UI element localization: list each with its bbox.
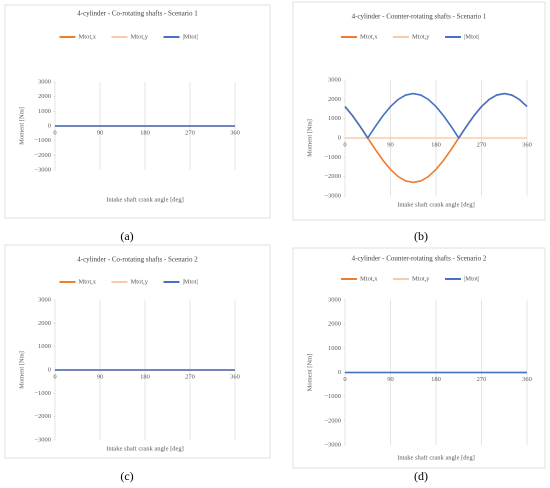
y-tick-label: 1000 — [38, 343, 51, 350]
y-tick-label: 0 — [48, 122, 51, 129]
y-tick-label: 0 — [338, 134, 341, 141]
x-tick-label: 90 — [387, 141, 394, 148]
panel-frame — [4, 4, 271, 219]
chart-title: 4-cylinder - Co-rotating shafts - Scenar… — [77, 256, 198, 264]
legend-label: |Mtot| — [183, 278, 198, 285]
y-tick-label: −1000 — [324, 393, 341, 400]
x-tick-label: 360 — [522, 141, 532, 148]
x-tick-label: 270 — [185, 373, 195, 380]
chart-title: 4-cylinder - Counter-rotating shafts - S… — [352, 255, 487, 263]
y-axis-label: Moment [Nm] — [18, 107, 25, 145]
x-tick-label: 0 — [343, 141, 346, 148]
legend-label: |Mtot| — [464, 275, 479, 282]
x-tick-label: 90 — [387, 376, 394, 383]
y-tick-label: 3000 — [328, 296, 341, 303]
y-tick-label: 1000 — [328, 115, 341, 122]
y-tick-label: 0 — [338, 369, 341, 376]
x-tick-label: 180 — [140, 373, 150, 380]
y-tick-label: 0 — [48, 366, 51, 373]
y-tick-label: −1000 — [34, 390, 51, 397]
chart-title: 4-cylinder - Counter-rotating shafts - S… — [352, 13, 487, 21]
y-tick-label: −1000 — [324, 154, 341, 161]
legend-label: Mtot,x — [79, 33, 97, 40]
y-tick-label: −2000 — [324, 417, 341, 424]
y-tick-label: 2000 — [38, 93, 51, 100]
legend-label: Mtot,y — [412, 33, 430, 40]
x-tick-label: 0 — [343, 376, 346, 383]
panel-label: (b) — [414, 229, 428, 243]
y-tick-label: 2000 — [328, 321, 341, 328]
panel-label: (d) — [414, 469, 428, 483]
y-axis-label: Moment [Nm] — [306, 119, 313, 157]
panel-frame — [292, 247, 546, 469]
x-tick-label: 180 — [431, 141, 441, 148]
panel-label: (a) — [120, 229, 133, 243]
legend-label: |Mtot| — [183, 33, 198, 40]
y-axis-label: Moment [Nm] — [306, 354, 313, 392]
legend-label: |Mtot| — [464, 33, 479, 40]
legend-label: Mtot,x — [360, 275, 378, 282]
y-tick-label: −2000 — [324, 173, 341, 180]
y-tick-label: −3000 — [34, 436, 51, 443]
y-tick-label: −3000 — [34, 166, 51, 173]
x-tick-label: 360 — [230, 129, 240, 136]
x-tick-label: 90 — [97, 373, 104, 380]
x-axis-label: Intake shaft crank angle [deg] — [106, 196, 184, 203]
x-tick-label: 180 — [140, 129, 150, 136]
x-axis-label: Intake shaft crank angle [deg] — [106, 445, 184, 452]
x-tick-label: 0 — [53, 129, 56, 136]
x-tick-label: 360 — [522, 376, 532, 383]
x-tick-label: 360 — [230, 373, 240, 380]
y-tick-label: 2000 — [328, 96, 341, 103]
chart-title: 4-cylinder - Co-rotating shafts - Scenar… — [77, 10, 198, 18]
panel-frame — [292, 1, 546, 221]
legend-label: Mtot,x — [79, 278, 97, 285]
y-tick-label: −3000 — [324, 192, 341, 199]
x-tick-label: 270 — [477, 376, 487, 383]
x-tick-label: 90 — [97, 129, 104, 136]
y-tick-label: −2000 — [34, 413, 51, 420]
y-tick-label: 1000 — [328, 345, 341, 352]
x-tick-label: 270 — [185, 129, 195, 136]
x-tick-label: 270 — [477, 141, 487, 148]
x-axis-label: Intake shaft crank angle [deg] — [397, 454, 475, 461]
y-tick-label: 3000 — [38, 78, 51, 85]
y-axis-label: Moment [Nm] — [18, 351, 25, 389]
y-tick-label: −3000 — [324, 441, 341, 448]
panel-frame — [4, 244, 271, 459]
y-tick-label: 1000 — [38, 108, 51, 115]
y-tick-label: 3000 — [328, 76, 341, 83]
series-line — [344, 92, 528, 140]
y-tick-label: −2000 — [34, 152, 51, 159]
panel-label: (c) — [120, 469, 133, 483]
legend-label: Mtot,y — [131, 33, 149, 40]
y-tick-label: 2000 — [38, 320, 51, 327]
legend-label: Mtot,y — [412, 275, 430, 282]
legend-label: Mtot,x — [360, 33, 378, 40]
x-tick-label: 0 — [53, 373, 56, 380]
x-tick-label: 180 — [431, 376, 441, 383]
x-axis-label: Intake shaft crank angle [deg] — [397, 201, 475, 208]
y-tick-label: −1000 — [34, 137, 51, 144]
legend-label: Mtot,y — [131, 278, 149, 285]
y-tick-label: 3000 — [38, 296, 51, 303]
